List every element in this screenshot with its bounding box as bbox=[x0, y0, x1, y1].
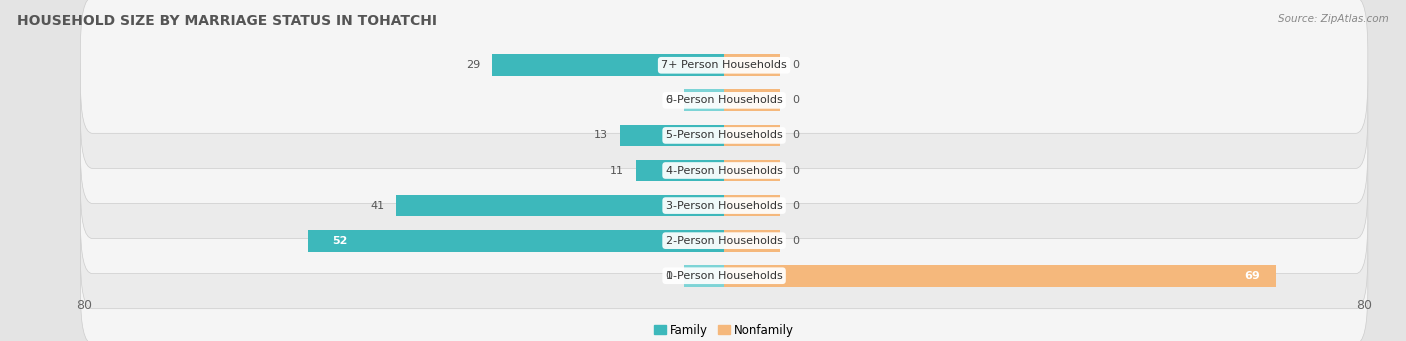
Legend: Family, Nonfamily: Family, Nonfamily bbox=[650, 319, 799, 341]
FancyBboxPatch shape bbox=[80, 68, 1368, 204]
FancyBboxPatch shape bbox=[80, 208, 1368, 341]
Bar bbox=[492, 55, 724, 76]
Bar bbox=[724, 124, 780, 146]
FancyBboxPatch shape bbox=[80, 137, 1368, 273]
Text: 41: 41 bbox=[370, 201, 384, 211]
Text: 52: 52 bbox=[332, 236, 347, 246]
Bar bbox=[724, 160, 780, 181]
Text: 7+ Person Households: 7+ Person Households bbox=[661, 60, 787, 70]
Text: 0: 0 bbox=[792, 60, 799, 70]
Text: 69: 69 bbox=[1244, 271, 1260, 281]
Bar bbox=[724, 195, 780, 217]
FancyBboxPatch shape bbox=[80, 32, 1368, 168]
Bar bbox=[685, 265, 724, 286]
Bar bbox=[724, 89, 780, 111]
Text: 3-Person Households: 3-Person Households bbox=[665, 201, 783, 211]
FancyBboxPatch shape bbox=[80, 102, 1368, 239]
Text: 6-Person Households: 6-Person Households bbox=[665, 95, 783, 105]
Text: 29: 29 bbox=[465, 60, 481, 70]
Text: 11: 11 bbox=[610, 165, 624, 176]
Text: 4-Person Households: 4-Person Households bbox=[665, 165, 783, 176]
Bar bbox=[636, 160, 724, 181]
Text: 0: 0 bbox=[792, 201, 799, 211]
Bar bbox=[724, 55, 780, 76]
FancyBboxPatch shape bbox=[80, 0, 1368, 133]
Bar bbox=[396, 195, 724, 217]
Bar bbox=[724, 265, 1275, 286]
Text: HOUSEHOLD SIZE BY MARRIAGE STATUS IN TOHATCHI: HOUSEHOLD SIZE BY MARRIAGE STATUS IN TOH… bbox=[17, 14, 437, 28]
Bar bbox=[724, 230, 780, 252]
Text: 0: 0 bbox=[792, 95, 799, 105]
Text: 5-Person Households: 5-Person Households bbox=[665, 130, 783, 140]
FancyBboxPatch shape bbox=[80, 173, 1368, 309]
Text: 0: 0 bbox=[792, 130, 799, 140]
Text: 13: 13 bbox=[595, 130, 609, 140]
Bar bbox=[620, 124, 724, 146]
Text: Source: ZipAtlas.com: Source: ZipAtlas.com bbox=[1278, 14, 1389, 24]
Bar bbox=[685, 89, 724, 111]
Text: 0: 0 bbox=[665, 95, 672, 105]
Text: 0: 0 bbox=[792, 165, 799, 176]
Bar bbox=[308, 230, 724, 252]
Text: 1-Person Households: 1-Person Households bbox=[665, 271, 783, 281]
Text: 2-Person Households: 2-Person Households bbox=[665, 236, 783, 246]
Text: 0: 0 bbox=[665, 271, 672, 281]
Text: 0: 0 bbox=[792, 236, 799, 246]
